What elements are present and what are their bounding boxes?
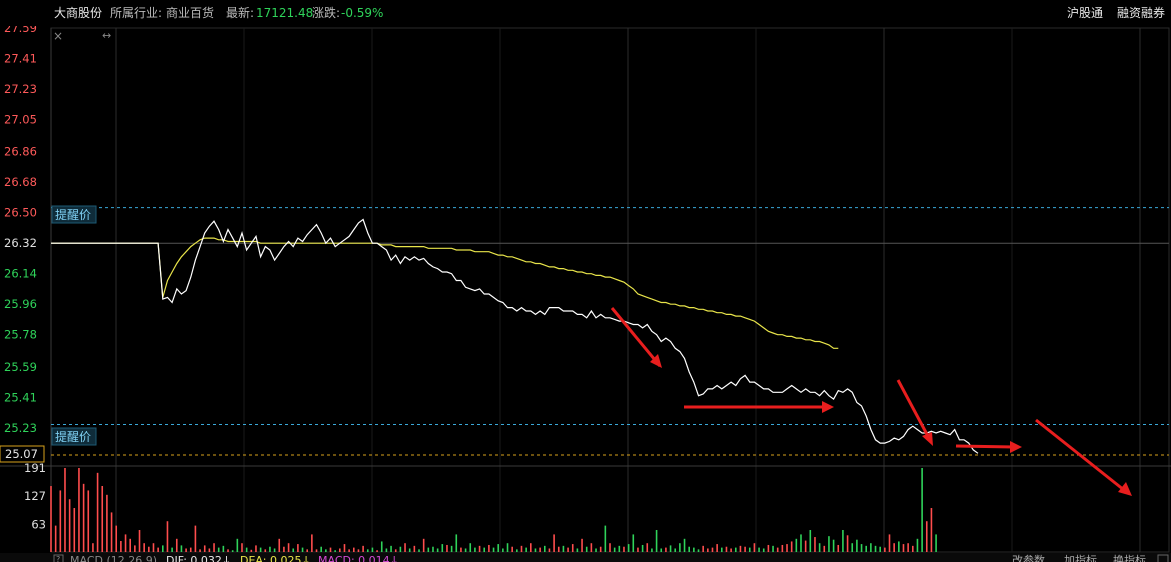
annotation-arrow-4 [955, 444, 1015, 449]
price-line [51, 218, 979, 454]
price-polyline [51, 218, 979, 454]
annotation-arrow-3 [896, 379, 932, 441]
annotation-arrow-4-head [1010, 441, 1022, 453]
change-value: -0.59% [341, 6, 384, 20]
volume-tick: 191 [24, 461, 46, 475]
collapse-icon[interactable] [1157, 554, 1169, 562]
alert-label-2[interactable]: 提醒价 [51, 427, 97, 446]
switch-indicator-button[interactable]: 换指标 [1113, 553, 1146, 562]
svg-text:?: ? [56, 555, 60, 562]
stock-header: 大商股份 所属行业: 商业百货 最新: 17121.48 涨跌: -0.59% … [0, 0, 1171, 26]
macd-value: MACD: 0.014↓ [318, 554, 399, 562]
add-indicator-button[interactable]: 加指标 [1064, 553, 1097, 562]
price-tick: 25.59 [4, 360, 37, 374]
dif-value: DIF: 0.032↓ [166, 554, 231, 562]
price-tick: 27.23 [4, 82, 37, 96]
price-tick: 26.86 [4, 145, 37, 159]
hk-connect-link[interactable]: 沪股通 [1067, 6, 1104, 20]
alert-label-1[interactable]: 提醒价 [51, 205, 97, 224]
avg-price-polyline [51, 237, 839, 349]
dea-value: DEA: 0.025↓ [240, 554, 311, 562]
industry-value[interactable]: 商业百货 [166, 6, 215, 20]
alert-lines [51, 207, 1169, 456]
help-icon[interactable] [53, 554, 64, 562]
price-tick: 26.32 [4, 236, 37, 250]
price-axis: 27.5927.4127.2327.0526.8626.6826.5026.32… [4, 21, 37, 435]
annotation-arrow-5 [1035, 418, 1125, 492]
margin-trading-link[interactable]: 融资融券 [1117, 6, 1166, 20]
price-tick: 26.50 [4, 206, 37, 220]
volume-bars [50, 468, 937, 552]
stock-name[interactable]: 大商股份 [54, 6, 103, 20]
volume-tick: 63 [31, 517, 46, 531]
latest-value: 17121.48 [256, 6, 314, 20]
latest-label: 最新: [226, 6, 255, 20]
change-params-button[interactable]: 改参数 [1012, 553, 1045, 562]
alert-label-2-text: 提醒价 [55, 429, 91, 444]
price-tick: 26.14 [4, 267, 37, 281]
macd-label: MACD (12,26,9) [70, 554, 157, 562]
indicator-bar: ? MACD (12,26,9) DIF: 0.032↓ DEA: 0.025↓… [0, 553, 1171, 562]
close-icon[interactable]: × [53, 29, 63, 43]
volume-axis: 191 127 63 [24, 461, 46, 531]
alert-label-1-text: 提醒价 [55, 207, 91, 222]
annotation-arrow-1-head [650, 354, 662, 368]
change-label: 涨跌: [312, 6, 341, 20]
current-price-label: 25.07 [5, 447, 38, 461]
price-tick: 27.05 [4, 113, 37, 127]
annotation-arrow-3-head [922, 432, 933, 446]
current-price-marker: 25.07 [0, 445, 45, 463]
price-tick: 26.68 [4, 175, 37, 189]
annotation-arrow-5-head [1118, 482, 1132, 496]
volume-tick: 127 [24, 489, 46, 503]
annotation-arrow-2-head [822, 401, 834, 413]
expand-horizontal-icon[interactable]: ↔ [102, 29, 111, 42]
price-tick: 27.41 [4, 52, 37, 66]
price-tick: 25.41 [4, 390, 37, 404]
average-price-line [51, 237, 839, 349]
annotation-arrow-1 [610, 307, 662, 367]
price-tick: 25.78 [4, 328, 37, 342]
industry-label: 所属行业: [110, 6, 163, 20]
price-tick: 25.96 [4, 297, 37, 311]
annotation-arrows [610, 307, 1132, 496]
price-tick: 25.23 [4, 421, 37, 435]
